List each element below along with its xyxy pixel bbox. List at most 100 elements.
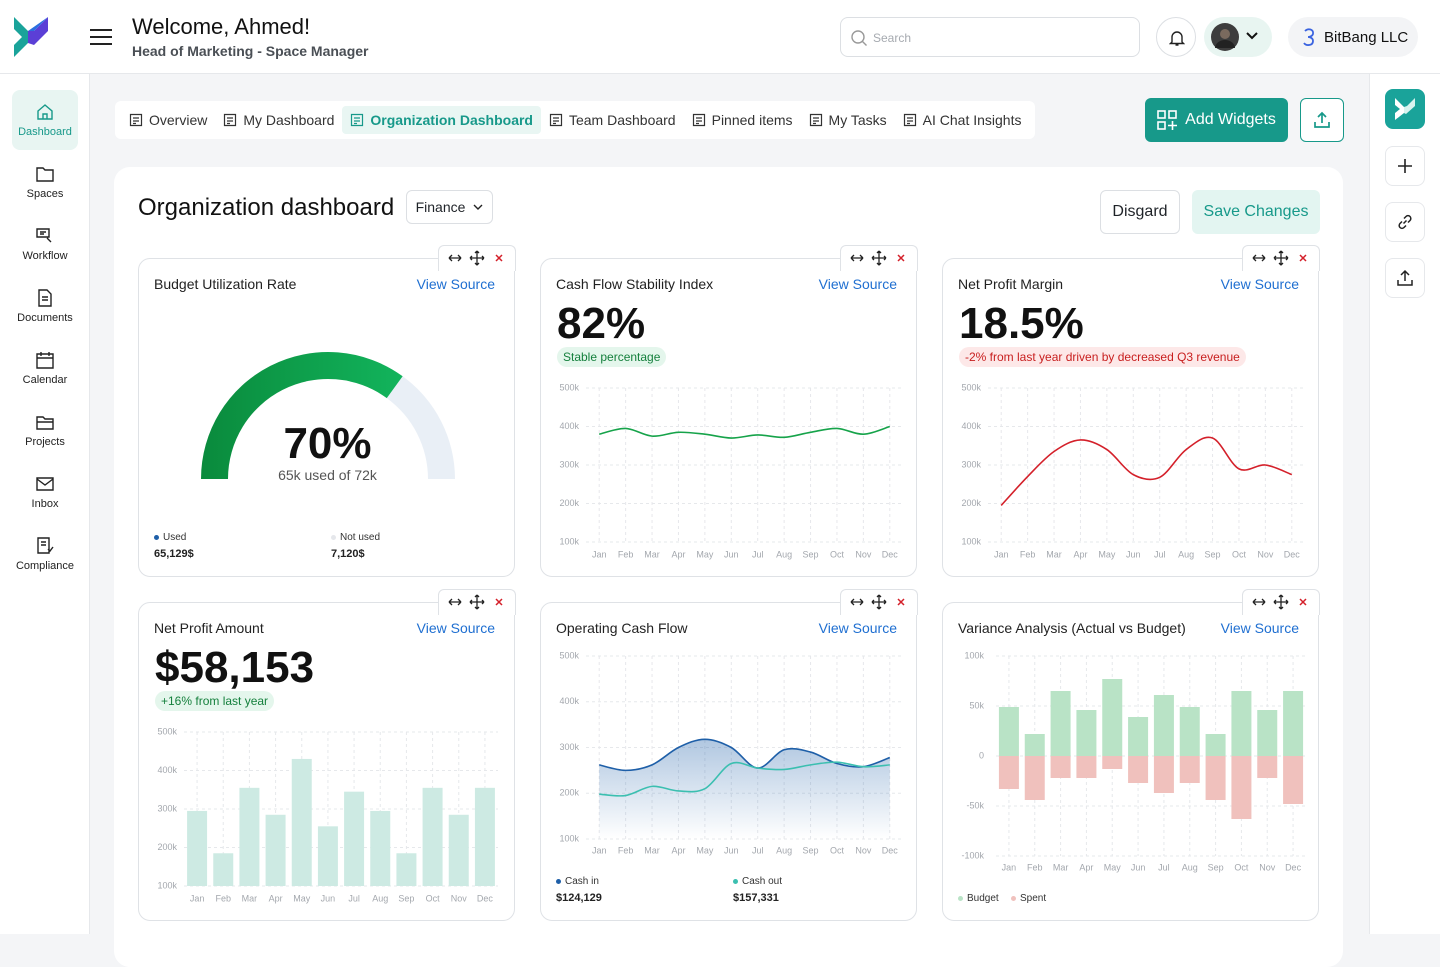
icon-shape — [351, 113, 364, 127]
add-widgets-label: Add Widgets — [1185, 111, 1276, 128]
search-box[interactable]: Search — [840, 17, 1140, 57]
sidebar-icon — [36, 477, 54, 491]
tab[interactable]: Pinned items — [684, 106, 801, 134]
company-name: BitBang LLC — [1324, 28, 1409, 46]
y-tick-label: -50k — [966, 800, 984, 810]
tab[interactable]: Overview — [121, 106, 215, 134]
y-tick-label: 100k — [964, 650, 984, 660]
x-tick-label: Feb — [215, 893, 231, 903]
y-tick-label: 0 — [979, 750, 984, 760]
remove-icon — [1299, 254, 1307, 262]
export-button[interactable] — [1300, 98, 1344, 142]
x-tick-label: Sep — [398, 893, 414, 903]
x-tick-label: Aug — [1178, 549, 1194, 559]
icon-shape — [692, 113, 705, 127]
view-source-link[interactable]: View Source — [818, 276, 897, 292]
x-tick-label: Mar — [644, 845, 660, 855]
save-button[interactable]: Save Changes — [1192, 190, 1320, 234]
sidebar-item[interactable]: Projects — [12, 400, 78, 460]
x-tick-label: Apr — [1073, 549, 1087, 559]
x-tick-label: Jan — [592, 845, 607, 855]
filter-dropdown[interactable]: Finance — [406, 190, 493, 224]
view-source-link[interactable]: View Source — [416, 276, 495, 292]
view-source-link[interactable]: View Source — [416, 620, 495, 636]
widget-title: Net Profit Margin — [958, 276, 1064, 292]
tab[interactable]: AI Chat Insights — [895, 106, 1030, 134]
company-switcher[interactable]: BitBang LLC — [1288, 17, 1418, 57]
widget-controls — [840, 245, 918, 271]
rail-upload[interactable] — [1385, 258, 1425, 298]
tab[interactable]: My Dashboard — [215, 106, 342, 134]
profile-menu[interactable] — [1204, 17, 1272, 57]
tab[interactable]: Team Dashboard — [541, 106, 684, 134]
gauge-fill — [201, 352, 403, 479]
sidebar-item[interactable]: Inbox — [12, 462, 78, 522]
tab-icon — [692, 113, 705, 127]
discard-button[interactable]: Disgard — [1100, 190, 1180, 234]
x-tick-label: Oct — [426, 893, 441, 903]
bar — [1283, 691, 1304, 756]
widget-title: Variance Analysis (Actual vs Budget) — [958, 620, 1186, 636]
legend-label: Spent — [1020, 893, 1047, 904]
resize-icon — [1252, 598, 1266, 606]
view-source-link[interactable]: View Source — [1220, 620, 1299, 636]
tab[interactable]: Organization Dashboard — [342, 106, 541, 134]
rail-logo[interactable] — [1385, 89, 1425, 129]
legend-item: Spent — [1011, 893, 1046, 904]
bar — [1231, 691, 1252, 756]
tab-label: Organization Dashboard — [370, 112, 533, 128]
move-icon — [469, 594, 485, 610]
sidebar-item[interactable]: Dashboard — [12, 90, 78, 150]
sidebar-item[interactable]: Spaces — [12, 152, 78, 212]
gauge-caption: 65k used of 72k — [278, 467, 377, 483]
bar — [1128, 756, 1149, 783]
control-icons — [1252, 250, 1307, 266]
bar — [1076, 756, 1097, 778]
y-tick-label: 300k — [559, 459, 579, 469]
y-tick-label: 300k — [157, 803, 177, 813]
tab-bar: Overview My Dashboard Organization Dashboa… — [115, 101, 1036, 139]
legend-item: Not used — [331, 532, 380, 543]
x-tick-label: May — [293, 893, 311, 903]
sidebar-item[interactable]: Compliance — [12, 524, 78, 584]
x-tick-label: Apr — [1079, 862, 1093, 872]
tab-icon — [351, 113, 364, 127]
gauge-value: 70% — [283, 419, 372, 468]
add-widgets-button[interactable]: Add Widgets — [1145, 98, 1288, 142]
x-tick-label: Jul — [1154, 549, 1166, 559]
sidebar-icon — [36, 228, 52, 243]
sidebar: Dashboard Spaces Workflow Documents Calendar… — [0, 74, 90, 934]
x-tick-label: Jan — [190, 893, 205, 903]
y-tick-label: 200k — [157, 842, 177, 852]
icon-shape — [224, 113, 237, 127]
x-tick-label: Sep — [803, 845, 819, 855]
resize-icon — [1252, 254, 1266, 262]
x-tick-label: Sep — [1208, 862, 1224, 872]
control-icons — [850, 594, 905, 610]
x-tick-label: Jul — [752, 549, 764, 559]
tab[interactable]: My Tasks — [801, 106, 895, 134]
sidebar-item[interactable]: Workflow — [12, 214, 78, 274]
view-source-link[interactable]: View Source — [818, 620, 897, 636]
x-tick-label: Dec — [1285, 862, 1302, 872]
add-widgets-icon — [1157, 110, 1178, 130]
view-source-link[interactable]: View Source — [1220, 276, 1299, 292]
icon-shape — [809, 113, 822, 127]
rail-link[interactable] — [1385, 202, 1425, 242]
sidebar-icon — [36, 167, 54, 182]
kpi-badge: +16% from last year — [155, 691, 275, 711]
x-tick-label: Jun — [724, 549, 739, 559]
widget-title: Cash Flow Stability Index — [556, 276, 714, 292]
notifications-button[interactable] — [1156, 17, 1196, 57]
sidebar-icon — [36, 416, 54, 430]
y-tick-label: 200k — [559, 788, 579, 798]
sidebar-item[interactable]: Documents — [12, 276, 78, 336]
x-tick-label: May — [1098, 549, 1116, 559]
x-tick-label: Jun — [1131, 862, 1146, 872]
sidebar-icon — [37, 537, 54, 554]
rail-add[interactable] — [1385, 146, 1425, 186]
x-tick-label: Feb — [1027, 862, 1043, 872]
bell-icon — [1169, 31, 1185, 46]
menu-icon[interactable] — [89, 27, 113, 47]
sidebar-item[interactable]: Calendar — [12, 338, 78, 398]
